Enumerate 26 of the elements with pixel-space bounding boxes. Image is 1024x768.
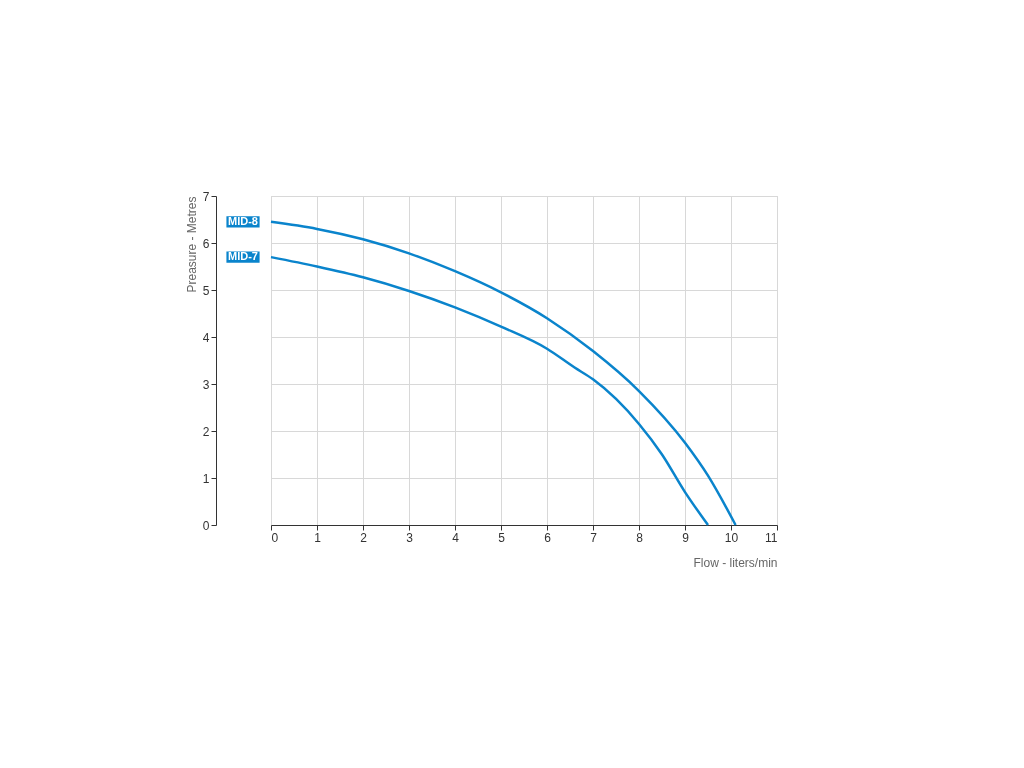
x-tick-label: 4 xyxy=(452,530,460,545)
x-tick-label: 7 xyxy=(590,530,598,545)
x-tick-label: 11 xyxy=(765,530,778,545)
x-tick-label: 3 xyxy=(406,530,414,545)
x-tick-label: 8 xyxy=(636,530,644,545)
y-tick-label: 6 xyxy=(202,236,210,251)
x-tick-label: 1 xyxy=(314,530,322,545)
y-tick-label: 2 xyxy=(202,424,210,439)
y-tick-label: 5 xyxy=(202,283,210,298)
x-tick-label: 6 xyxy=(544,530,552,545)
y-axis-title: Preasure - Metres xyxy=(184,196,199,293)
x-axis-title: Flow - liters/min xyxy=(693,555,778,570)
x-tick-label: 2 xyxy=(360,530,368,545)
series-label: MID-8 xyxy=(228,214,258,227)
x-tick-label: 5 xyxy=(498,530,506,545)
y-tick-label: 0 xyxy=(202,518,210,533)
x-tick-label: 9 xyxy=(682,530,690,545)
line-series xyxy=(269,220,737,527)
y-tick-label: 7 xyxy=(202,189,210,204)
y-tick-label: 3 xyxy=(202,377,210,392)
series-label: MID-7 xyxy=(228,250,258,263)
x-tick-label: 10 xyxy=(724,530,739,545)
y-tick-label: 4 xyxy=(202,330,210,345)
y-tick-label: 1 xyxy=(202,471,210,486)
line-series xyxy=(269,255,710,527)
x-tick-label: 0 xyxy=(271,530,279,545)
